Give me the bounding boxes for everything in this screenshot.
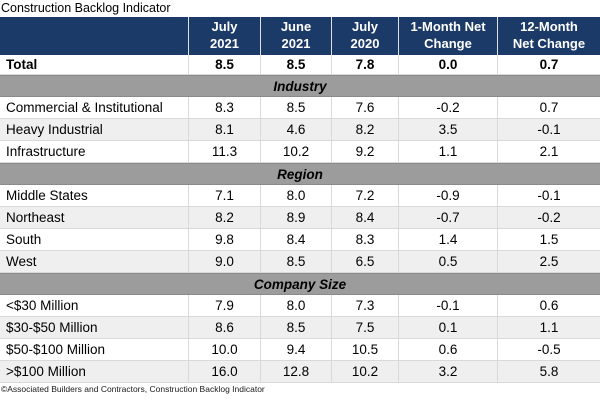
- row-label: >$100 Million: [6, 364, 86, 379]
- page-title: Construction Backlog Indicator: [1, 1, 171, 15]
- row-value: 7.1: [188, 185, 260, 206]
- row-value: 8.5: [260, 317, 331, 338]
- row-label: Heavy Industrial: [6, 122, 103, 137]
- row-label: $30-$50 Million: [6, 320, 98, 335]
- row-label: <$30 Million: [6, 298, 79, 313]
- row-value: 1.5: [497, 229, 600, 250]
- column-header-june-2021: June 2021: [260, 17, 331, 55]
- row-value: 8.3: [188, 97, 260, 118]
- row-value: -0.1: [497, 119, 600, 140]
- table-row-south: South 9.8 8.4 8.3 1.4 1.5: [0, 229, 600, 251]
- row-value: -0.2: [398, 97, 497, 118]
- row-value: 8.1: [188, 119, 260, 140]
- row-value: 7.5: [331, 317, 398, 338]
- row-value: 8.0: [260, 295, 331, 316]
- row-value: 7.2: [331, 185, 398, 206]
- row-value: 8.0: [260, 185, 331, 206]
- row-value: 0.7: [497, 97, 600, 118]
- column-header-july-2020: July 2020: [331, 17, 398, 55]
- row-label: Total: [6, 57, 38, 72]
- table-row-northeast: Northeast 8.2 8.9 8.4 -0.7 -0.2: [0, 207, 600, 229]
- row-value: 8.2: [331, 119, 398, 140]
- row-value: 6.5: [331, 251, 398, 272]
- row-label: South: [6, 232, 42, 247]
- row-value: 3.2: [398, 361, 497, 382]
- copyright-note: ©Associated Builders and Contractors, Co…: [1, 384, 265, 394]
- row-value: 8.3: [331, 229, 398, 250]
- row-value: 11.3: [188, 141, 260, 162]
- row-value: 7.6: [331, 97, 398, 118]
- row-value: 10.0: [188, 339, 260, 360]
- row-label: $50-$100 Million: [6, 342, 106, 357]
- row-value: 1.4: [398, 229, 497, 250]
- row-value: 0.6: [497, 295, 600, 316]
- row-value: 5.8: [497, 361, 600, 382]
- column-header-july-2021: July 2021: [188, 17, 260, 55]
- row-value: 8.5: [260, 55, 331, 74]
- row-value: -0.7: [398, 207, 497, 228]
- row-value: 1.1: [398, 141, 497, 162]
- row-value: 0.1: [398, 317, 497, 338]
- row-value: 9.4: [260, 339, 331, 360]
- row-value: 8.9: [260, 207, 331, 228]
- row-label: Commercial & Institutional: [6, 100, 163, 115]
- row-value: 4.6: [260, 119, 331, 140]
- row-value: 0.0: [398, 55, 497, 74]
- row-value: 9.2: [331, 141, 398, 162]
- total-row: Total 8.5 8.5 7.8 0.0 0.7: [0, 55, 600, 75]
- row-value: 10.2: [260, 141, 331, 162]
- row-value: 8.5: [260, 251, 331, 272]
- row-value: 8.2: [188, 207, 260, 228]
- row-value: 1.1: [497, 317, 600, 338]
- row-value: 8.4: [260, 229, 331, 250]
- table-row-50-100-million: $50-$100 Million 10.0 9.4 10.5 0.6 -0.5: [0, 339, 600, 361]
- row-value: 9.0: [188, 251, 260, 272]
- table-row-west: West 9.0 8.5 6.5 0.5 2.5: [0, 251, 600, 273]
- row-value: -0.2: [497, 207, 600, 228]
- table-row-middle-states: Middle States 7.1 8.0 7.2 -0.9 -0.1: [0, 185, 600, 207]
- row-value: 7.8: [331, 55, 398, 74]
- row-value: 7.9: [188, 295, 260, 316]
- row-value: -0.1: [398, 295, 497, 316]
- row-value: 16.0: [188, 361, 260, 382]
- table-header-row: July 2021 June 2021 July 2020 1-Month Net C…: [0, 17, 600, 55]
- section-header-company-size: Company Size: [0, 273, 600, 295]
- backlog-table: July 2021 June 2021 July 2020 1-Month Net C…: [0, 17, 600, 383]
- column-header-1-month-net-change: 1-Month Net Change: [398, 17, 497, 55]
- row-value: 2.1: [497, 141, 600, 162]
- section-header-region: Region: [0, 163, 600, 185]
- row-value: 9.8: [188, 229, 260, 250]
- row-value: 10.5: [331, 339, 398, 360]
- table-row-infrastructure: Infrastructure 11.3 10.2 9.2 1.1 2.1: [0, 141, 600, 163]
- row-value: 12.8: [260, 361, 331, 382]
- row-label: Infrastructure: [6, 144, 86, 159]
- row-value: 8.5: [260, 97, 331, 118]
- table-row-heavy-industrial: Heavy Industrial 8.1 4.6 8.2 3.5 -0.1: [0, 119, 600, 141]
- row-value: 0.5: [398, 251, 497, 272]
- header-empty-cell: [0, 17, 188, 55]
- table-row-30-million: <$30 Million 7.9 8.0 7.3 -0.1 0.6: [0, 295, 600, 317]
- row-value: 7.3: [331, 295, 398, 316]
- section-header-industry: Industry: [0, 75, 600, 97]
- row-value: 8.5: [188, 55, 260, 74]
- table-row-30-50-million: $30-$50 Million 8.6 8.5 7.5 0.1 1.1: [0, 317, 600, 339]
- row-value: 3.5: [398, 119, 497, 140]
- row-label: West: [6, 254, 37, 269]
- row-value: 8.6: [188, 317, 260, 338]
- row-value: 10.2: [331, 361, 398, 382]
- table-body: Total 8.5 8.5 7.8 0.0 0.7 Industry Commercial &…: [0, 55, 600, 383]
- table-row-commercial-institutional: Commercial & Institutional 8.3 8.5 7.6 -0.2 0…: [0, 97, 600, 119]
- row-value: 0.7: [497, 55, 600, 74]
- table-row-100-million: >$100 Million 16.0 12.8 10.2 3.2 5.8: [0, 361, 600, 383]
- row-label: Middle States: [6, 188, 88, 203]
- row-value: -0.1: [497, 185, 600, 206]
- column-header-12-month-net-change: 12-Month Net Change: [497, 17, 600, 55]
- row-value: 2.5: [497, 251, 600, 272]
- row-value: -0.5: [497, 339, 600, 360]
- row-value: -0.9: [398, 185, 497, 206]
- row-value: 0.6: [398, 339, 497, 360]
- row-value: 8.4: [331, 207, 398, 228]
- row-label: Northeast: [6, 210, 65, 225]
